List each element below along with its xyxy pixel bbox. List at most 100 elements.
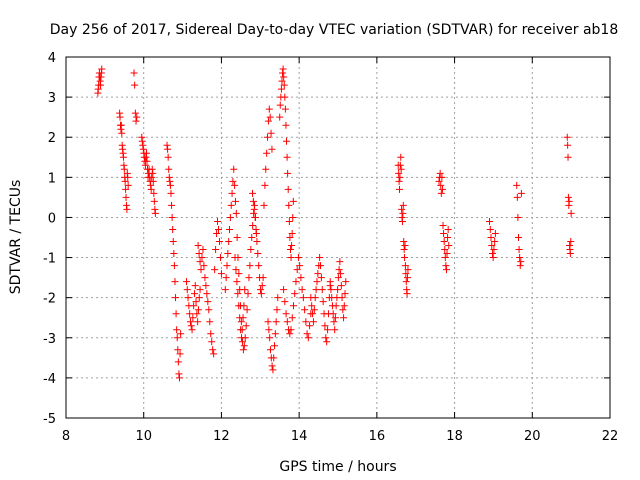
data-point bbox=[341, 290, 349, 298]
data-point bbox=[491, 238, 499, 246]
data-point bbox=[340, 302, 348, 310]
data-point bbox=[164, 145, 172, 153]
data-point bbox=[486, 225, 494, 233]
data-point bbox=[281, 93, 289, 101]
chart-title: Day 256 of 2017, Sidereal Day-to-day VTE… bbox=[50, 22, 619, 38]
x-tick-label: 14 bbox=[291, 429, 308, 444]
data-point bbox=[564, 153, 572, 161]
data-point bbox=[242, 322, 250, 330]
data-point bbox=[231, 254, 239, 262]
data-point bbox=[122, 193, 130, 201]
data-point bbox=[312, 286, 320, 294]
data-point bbox=[314, 270, 322, 278]
data-point bbox=[202, 282, 210, 290]
data-point bbox=[435, 177, 443, 185]
data-point bbox=[340, 314, 348, 322]
data-point bbox=[329, 310, 337, 318]
data-point bbox=[299, 294, 307, 302]
data-point bbox=[488, 250, 496, 258]
data-point bbox=[214, 217, 222, 225]
data-point bbox=[198, 254, 206, 262]
data-point bbox=[310, 306, 318, 314]
data-point bbox=[297, 274, 305, 282]
data-point bbox=[324, 326, 332, 334]
data-point bbox=[231, 197, 239, 205]
data-point bbox=[288, 229, 296, 237]
x-tick-label: 8 bbox=[62, 429, 70, 444]
data-point bbox=[141, 161, 149, 169]
data-point bbox=[289, 213, 297, 221]
data-point bbox=[286, 330, 294, 338]
data-point bbox=[284, 185, 292, 193]
data-point bbox=[252, 225, 260, 233]
data-point bbox=[309, 310, 317, 318]
data-point bbox=[250, 205, 258, 213]
data-point bbox=[234, 290, 242, 298]
data-point bbox=[224, 250, 232, 258]
data-point bbox=[131, 81, 139, 89]
data-point bbox=[188, 326, 196, 334]
data-point bbox=[241, 286, 249, 294]
data-point bbox=[489, 254, 497, 262]
data-point bbox=[182, 278, 190, 286]
data-point bbox=[402, 270, 410, 278]
data-point bbox=[133, 113, 141, 121]
data-point bbox=[398, 217, 406, 225]
data-point bbox=[253, 238, 261, 246]
data-point bbox=[143, 157, 151, 165]
data-point bbox=[283, 318, 291, 326]
data-point bbox=[490, 246, 498, 254]
data-point bbox=[322, 334, 330, 342]
data-point bbox=[513, 193, 521, 201]
data-point bbox=[232, 266, 240, 274]
data-point bbox=[175, 374, 183, 382]
y-tick-label: 1 bbox=[48, 171, 56, 186]
data-point bbox=[168, 201, 176, 209]
data-point bbox=[266, 113, 274, 121]
data-point bbox=[269, 366, 277, 374]
y-tick-label: -2 bbox=[43, 292, 56, 307]
data-point bbox=[201, 274, 209, 282]
data-point bbox=[184, 294, 192, 302]
data-point bbox=[281, 105, 289, 113]
data-point bbox=[306, 322, 314, 330]
data-point bbox=[237, 326, 245, 334]
data-point bbox=[170, 250, 178, 258]
data-point bbox=[194, 242, 202, 250]
data-point bbox=[309, 318, 317, 326]
data-point bbox=[261, 181, 269, 189]
data-point bbox=[291, 290, 299, 298]
data-point bbox=[245, 274, 253, 282]
data-point bbox=[267, 129, 275, 137]
data-point bbox=[288, 314, 296, 322]
data-point bbox=[313, 278, 321, 286]
data-point bbox=[205, 306, 213, 314]
data-point bbox=[169, 238, 177, 246]
data-point bbox=[444, 234, 452, 241]
data-point bbox=[265, 105, 273, 113]
data-point bbox=[441, 254, 449, 262]
data-point bbox=[177, 330, 185, 338]
data-point bbox=[166, 177, 174, 185]
data-point bbox=[189, 314, 197, 322]
data-point bbox=[256, 286, 264, 294]
data-point bbox=[488, 242, 496, 250]
data-point bbox=[237, 318, 245, 326]
data-point bbox=[249, 221, 257, 229]
data-point bbox=[216, 254, 224, 262]
data-point bbox=[264, 117, 272, 125]
data-point bbox=[208, 338, 216, 346]
data-point bbox=[268, 362, 276, 370]
data-point bbox=[563, 133, 571, 141]
data-point bbox=[564, 141, 572, 149]
data-point bbox=[233, 278, 241, 286]
data-point bbox=[404, 274, 412, 282]
data-point bbox=[270, 354, 278, 362]
data-point bbox=[174, 358, 182, 366]
data-point bbox=[173, 326, 181, 334]
data-point bbox=[282, 121, 290, 129]
data-point bbox=[210, 350, 218, 358]
data-point bbox=[119, 153, 127, 161]
data-point bbox=[491, 229, 499, 237]
data-point bbox=[400, 238, 408, 246]
